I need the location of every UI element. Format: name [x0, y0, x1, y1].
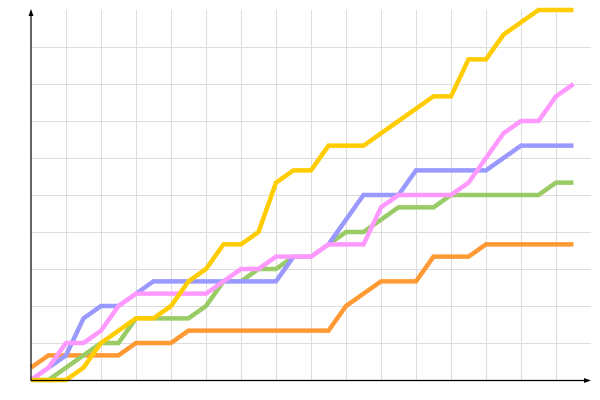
- y-axis-arrow-icon: [28, 9, 34, 16]
- series-lines: [29, 7, 575, 383]
- series-line-2: [31, 180, 574, 383]
- axes: [28, 9, 591, 383]
- series-line-1: [29, 242, 574, 370]
- series-line-5: [31, 7, 574, 383]
- series-line-4: [29, 82, 575, 382]
- x-axis-arrow-icon: [584, 378, 591, 383]
